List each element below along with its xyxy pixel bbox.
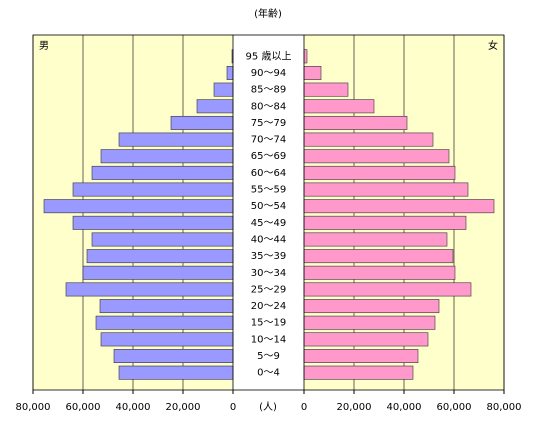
age-label: 75～79	[251, 118, 286, 129]
bar-male	[118, 132, 234, 147]
age-label: 90～94	[251, 68, 286, 79]
age-label: 25～29	[251, 284, 286, 295]
age-label: 10～14	[251, 334, 286, 345]
bar-male	[82, 265, 234, 280]
age-label: 20～24	[251, 301, 286, 312]
bar-male	[91, 232, 234, 247]
bar-female	[303, 365, 414, 380]
bar-female	[303, 165, 456, 180]
x-tick-label: 0	[301, 402, 307, 413]
x-tick-label: 20,000	[337, 402, 372, 413]
legend-male: 男	[39, 40, 49, 52]
age-label: 60～64	[251, 168, 286, 179]
age-label: 15～19	[251, 318, 286, 329]
bar-male	[196, 99, 234, 114]
bar-female	[303, 349, 419, 363]
bar-male	[65, 282, 234, 297]
x-tick-label: 20,000	[166, 402, 201, 413]
bar-female	[303, 199, 495, 214]
age-label: 30～34	[251, 268, 286, 279]
bar-female	[303, 249, 454, 264]
x-tick-label: 60,000	[66, 402, 101, 413]
bar-female	[303, 265, 456, 280]
age-label: 95 歳以上	[246, 50, 292, 62]
legend-female: 女	[488, 39, 498, 52]
bar-female	[303, 132, 434, 147]
bar-male	[72, 215, 234, 230]
bar-male	[113, 349, 234, 363]
age-label: 50～54	[251, 201, 286, 212]
bar-male	[213, 82, 234, 97]
bar-female	[303, 82, 349, 97]
age-label: 70～74	[251, 135, 286, 146]
bar-female	[303, 149, 450, 164]
bar-male	[226, 66, 234, 80]
y-axis-label: (年齢)	[254, 7, 282, 20]
bar-female	[303, 232, 448, 247]
bar-male	[91, 165, 234, 180]
bar-male	[86, 249, 234, 264]
bar-female	[303, 66, 322, 80]
bar-female	[303, 315, 436, 330]
age-label: 0～4	[257, 368, 280, 379]
bar-female	[303, 332, 429, 347]
bar-female	[303, 49, 308, 64]
x-tick-label: 60,000	[437, 402, 472, 413]
bar-male	[170, 115, 234, 130]
bar-male	[118, 365, 234, 380]
x-axis-label: (人)	[259, 401, 277, 413]
bar-male	[43, 199, 234, 214]
x-tick-label: 80,000	[16, 402, 51, 413]
bar-female	[303, 282, 472, 297]
age-label: 5～9	[257, 351, 280, 362]
x-tick-label: 40,000	[116, 402, 151, 413]
bar-female	[303, 182, 469, 197]
age-label: 65～69	[251, 151, 286, 162]
bar-male	[99, 299, 234, 314]
bar-female	[303, 299, 440, 314]
age-label: 85～89	[251, 85, 286, 96]
bar-female	[303, 215, 467, 230]
age-label: 45～49	[251, 218, 286, 229]
bar-male	[72, 182, 234, 197]
x-tick-label: 40,000	[387, 402, 422, 413]
frame	[32, 34, 505, 391]
age-label: 80～84	[251, 101, 286, 112]
bar-female	[303, 99, 375, 114]
bar-male	[100, 149, 234, 164]
bar-female	[303, 115, 408, 130]
age-label: 40～44	[251, 234, 286, 245]
bar-male	[100, 332, 234, 347]
x-tick-label: 80,000	[487, 402, 522, 413]
age-label: 35～39	[251, 251, 286, 262]
bar-male	[95, 315, 234, 330]
x-tick-label: 0	[230, 402, 236, 413]
age-label: 55～59	[251, 185, 286, 196]
